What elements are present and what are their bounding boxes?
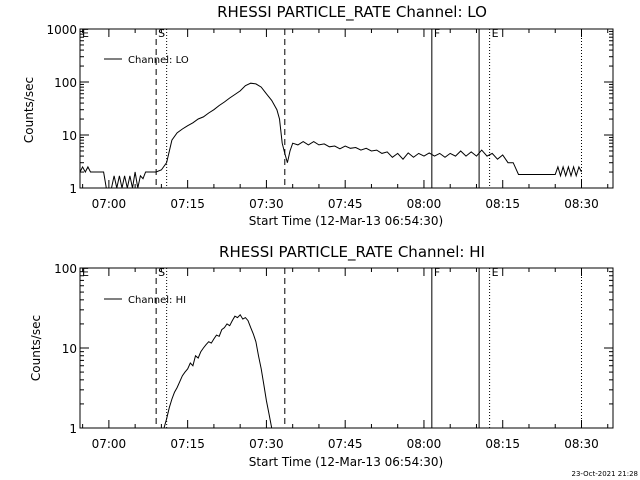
chart-panel-lo: RHESSI PARTICLE_RATE Channel: LO Counts/… [22,3,614,228]
x-tick-label: 07:00 [92,437,127,451]
y-tick-label: 10 [62,342,77,356]
y-tick-label: 100 [54,262,77,276]
x-tick-label: 08:15 [485,437,520,451]
y-tick-label: 1 [69,422,77,436]
event-marker-label: F [434,266,440,279]
series-line [163,313,273,429]
x-tick-label: 08:00 [407,437,442,451]
event-marker-label: E [82,266,89,279]
x-tick-label: 07:45 [328,437,363,451]
event-marker-label: S [158,266,165,279]
chart-title: RHESSI PARTICLE_RATE Channel: HI [219,243,485,262]
chart-panel-hi: RHESSI PARTICLE_RATE Channel: HI Counts/… [29,243,614,469]
event-marker-label: F [434,27,440,40]
x-tick-label: 07:30 [249,437,284,451]
x-tick-label: 07:15 [170,437,205,451]
x-tick-label: 07:30 [249,197,284,211]
x-tick-label: 07:15 [170,197,205,211]
x-tick-label: 08:15 [485,197,520,211]
y-tick-label: 1 [69,182,77,196]
y-axis-label: Counts/sec [29,315,43,381]
plot-frame [79,267,614,429]
y-tick-label: 100 [54,76,77,90]
x-tick-label: 07:45 [328,197,363,211]
x-tick-label: 08:30 [564,197,599,211]
event-marker-label: E [492,27,499,40]
plot-frame [79,28,614,189]
x-tick-label: 07:00 [92,197,127,211]
x-tick-label: 08:30 [564,437,599,451]
event-marker-label: E [492,266,499,279]
chart-title: RHESSI PARTICLE_RATE Channel: LO [217,3,487,22]
legend-label: Channel: LO [128,55,189,66]
generation-timestamp: 23-Oct-2021 21:28 [572,470,638,478]
y-tick-label: 10 [62,129,77,143]
event-marker-label: E [82,27,89,40]
y-tick-label: 1000 [46,23,77,37]
event-marker-label: S [158,27,165,40]
x-axis-label: Start Time (12-Mar-13 06:54:30) [249,455,443,469]
x-axis-label: Start Time (12-Mar-13 06:54:30) [249,214,443,228]
y-axis-label: Counts/sec [22,77,36,143]
x-tick-label: 08:00 [407,197,442,211]
legend-label: Channel: HI [128,295,186,306]
series-line [79,82,582,189]
